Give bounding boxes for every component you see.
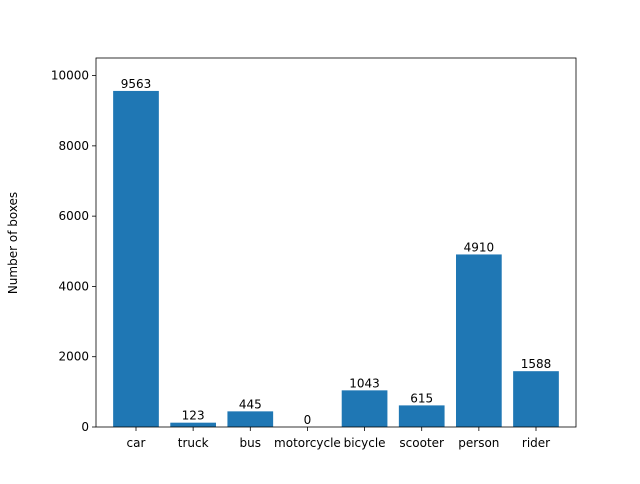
data-label-car: 9563 <box>121 77 152 91</box>
bar-person <box>456 254 502 427</box>
x-tick-label-person: person <box>458 436 499 450</box>
y-axis-label: Number of boxes <box>6 192 20 294</box>
x-tick-label-scooter: scooter <box>399 436 444 450</box>
y-tick-label-8000: 8000 <box>58 139 89 153</box>
data-label-rider: 1588 <box>521 357 552 371</box>
bar-truck <box>170 422 216 427</box>
y-tick-label-4000: 4000 <box>58 279 89 293</box>
y-tick-label-6000: 6000 <box>58 209 89 223</box>
data-label-scooter: 615 <box>410 391 433 405</box>
x-tick-label-bus: bus <box>240 436 261 450</box>
y-tick-label-10000: 10000 <box>51 69 89 83</box>
data-label-bus: 445 <box>239 397 262 411</box>
bar-bicycle <box>341 390 388 427</box>
bar-car <box>113 90 159 428</box>
bar-bus <box>227 411 274 427</box>
y-tick-label-2000: 2000 <box>58 350 89 364</box>
data-label-person: 4910 <box>464 240 495 254</box>
y-tick-label-0: 0 <box>81 420 89 434</box>
bars-layer <box>113 90 559 428</box>
data-label-truck: 123 <box>182 409 205 423</box>
data-label-motorcycle: 0 <box>304 413 312 427</box>
x-tick-label-car: car <box>127 436 146 450</box>
x-tick-label-bicycle: bicycle <box>344 436 386 450</box>
bar-rider <box>513 371 559 427</box>
data-label-bicycle: 1043 <box>349 376 380 390</box>
x-tick-label-truck: truck <box>178 436 209 450</box>
plot-frame <box>95 57 577 428</box>
data-labels-layer: 9563 123 445 0 1043 615 4910 1588 <box>121 77 552 427</box>
axes-layer: car truck bus motorcycle bicycle scooter perso… <box>51 57 577 450</box>
x-tick-label-rider: rider <box>522 436 550 450</box>
x-tick-label-motorcycle: motorcycle <box>274 436 341 450</box>
bar-scooter <box>398 405 445 427</box>
